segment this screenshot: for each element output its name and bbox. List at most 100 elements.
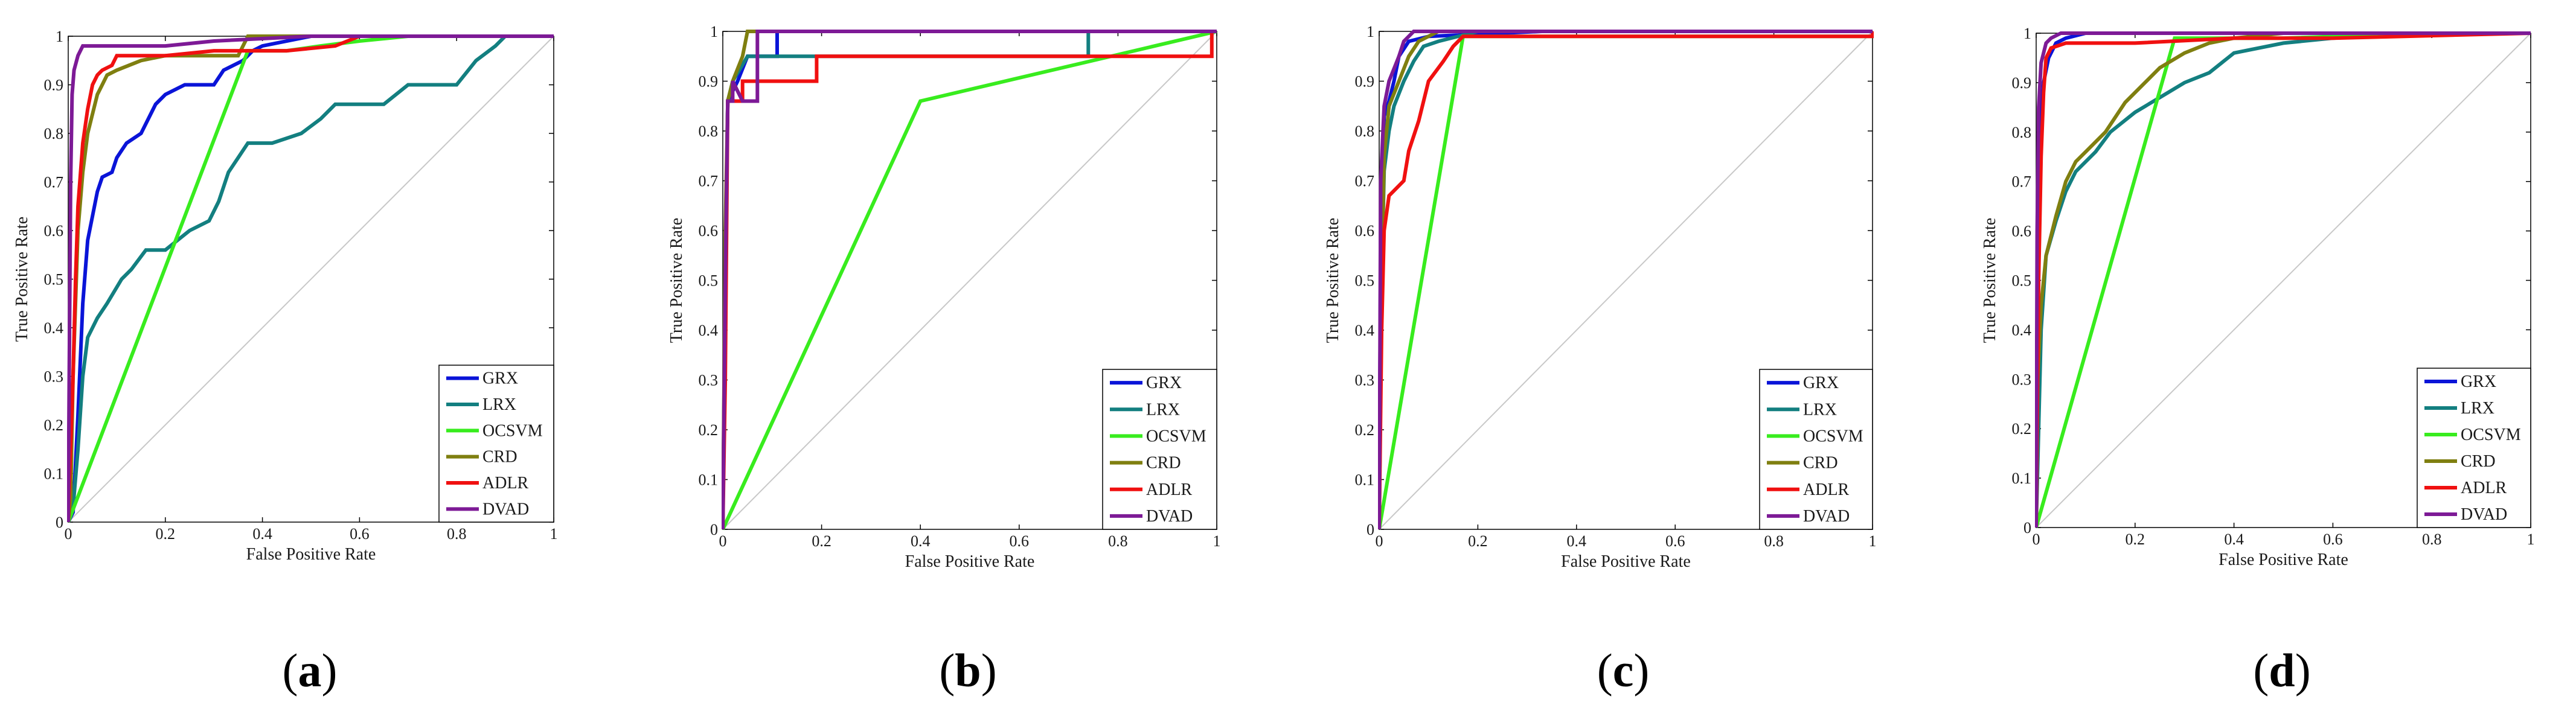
panel-c-chance-diagonal [1379,31,1873,530]
panel-a-ytick-label: 0 [56,514,63,531]
panel-d-ytick-label: 0.5 [2012,272,2032,290]
panel-c-xtick-label: 0.2 [1468,532,1488,550]
panel-b-ytick-label: 0.1 [699,471,719,489]
panel-d-ytick-label: 0.3 [2012,371,2032,388]
panel-a-legend-label-crd: CRD [482,448,517,467]
panel-d-xtick-label: 0.4 [2224,531,2244,548]
panel-a-legend-label-ocsvm: OCSVM [482,421,543,440]
panel-c-ytick-label: 0 [1366,521,1374,538]
panel-c-series-adlr [1378,31,1874,530]
panel-a-legend-label-adlr: ADLR [482,474,529,493]
panel-b-ytick-label: 1 [710,23,718,40]
panel-c-series-dvad [1378,30,1873,530]
panel-b-ytick-label: 0.4 [699,322,719,339]
panel-d-xtick-label: 1 [2527,531,2535,548]
panel-b-legend-label-dvad: DVAD [1146,507,1193,526]
panel-b-legend-label-crd: CRD [1146,454,1181,473]
panel-d-chance-diagonal [2036,33,2531,528]
panel-b-ytick-label: 0.3 [699,372,719,389]
panel-d-legend-label-adlr: ADLR [2461,479,2507,497]
panel-c-legend-label-grx: GRX [1803,374,1839,392]
panel-b-xtick-label: 0.6 [1010,532,1030,550]
panel-a-xtick-label: 0.2 [156,525,176,543]
panel-d-series-crd [2035,31,2531,528]
panel-b-ytick-label: 0.7 [699,173,719,190]
panel-b-plot: 0 0.2 0.4 0.6 0.8 1 0 0.1 0.2 0.3 0.4 0.5 0.6 0.7 0.8 0… [667,23,1221,571]
panel-d-legend-label-dvad: DVAD [2461,505,2507,524]
panel-c-ytick-label: 0.9 [1355,73,1375,91]
panel-c-ytick-label: 0.2 [1355,421,1375,439]
panel-c-ytick-label: 0.7 [1355,173,1375,190]
panel-a-xtick-label: 1 [550,525,558,543]
panel-a-xtick-label: 0.4 [252,525,272,543]
panel-c-legend-label-crd: CRD [1803,454,1838,473]
panel-c-y-axis-label: True Positive Rate [1324,218,1342,343]
panel-d: 0 0.2 0.4 0.6 0.8 1 0 0.1 0.2 0.3 0.4 0.5 0.6 0.7 0.8 0… [1981,25,2535,697]
panel-b-xtick-label: 1 [1213,532,1221,550]
panel-a: 0 0.2 0.4 0.6 0.8 1 0 0.1 0.2 0.3 0.4 0.5 0.6 0.7 0.8 0… [13,28,558,697]
panel-a-legend-box [438,365,554,523]
panel-d-series-group [2035,31,2531,528]
panel-b-legend-box [1102,369,1217,530]
panel-d-y-axis-label: True Positive Rate [1981,218,1999,343]
panel-d-legend-label-grx: GRX [2461,372,2496,391]
panel-d-ytick-label: 0.4 [2012,321,2032,339]
panel-a-series-lrx [67,34,554,523]
panel-b-xtick-label: 0.4 [911,532,931,550]
panel-b-series-group [722,30,1217,531]
panel-d-xtick-label: 0.6 [2323,531,2343,548]
panel-c-xtick-label: 1 [1869,532,1877,550]
panel-a-ytick-label: 0.1 [44,465,64,483]
panel-c-legend-label-adlr: ADLR [1803,480,1850,499]
panel-a-series-group [67,34,554,523]
panel-b-series-dvad [722,30,1217,530]
panel-b-caption: (b) [939,644,996,697]
panel-b-xtick-label: 0.8 [1108,532,1128,550]
panel-a-ytick-label: 0.7 [44,174,64,191]
panel-a-chance-diagonal [68,36,554,523]
panel-d-xtick-label: 0.8 [2422,531,2442,548]
panel-d-legend-label-crd: CRD [2461,452,2496,471]
panel-a-xtick-label: 0.6 [350,525,370,543]
panel-b-ytick-label: 0.8 [699,123,719,140]
panel-d-legend-box [2417,368,2531,528]
panel-b-legend-label-ocsvm: OCSVM [1146,427,1206,445]
panel-a-ytick-label: 0.4 [44,319,64,337]
panel-a-series-dvad [67,34,554,523]
panel-d-ytick-label: 0.9 [2012,74,2032,92]
panel-b-legend-label-grx: GRX [1146,374,1182,392]
panel-d-ytick-label: 0.8 [2012,124,2032,141]
panel-b-chance-diagonal [722,31,1217,530]
panel-c-ytick-label: 0.5 [1355,272,1375,290]
panel-a-series-adlr [67,34,554,523]
panel-b-ytick-label: 0 [710,521,718,538]
panel-a-caption: (a) [283,644,338,697]
panel-c-xtick-label: 0.8 [1764,532,1784,550]
panel-c-ytick-label: 0.1 [1355,471,1375,489]
panel-b-xtick-label: 0 [719,532,727,550]
panel-b-ytick-label: 0.5 [699,272,719,290]
panel-a-xtick-label: 0.8 [447,525,467,543]
panel-a-ytick-label: 0.9 [44,77,64,94]
panel-a-ytick-label: 1 [56,28,63,45]
panel-c-xtick-label: 0.4 [1567,532,1587,550]
panel-d-xtick-label: 0.2 [2126,531,2145,548]
panel-c-x-axis-label: False Positive Rate [1561,552,1691,571]
panel-b-ytick-label: 0.6 [699,222,719,240]
panel-d-legend-label-lrx: LRX [2461,399,2494,418]
panel-c-xtick-label: 0 [1376,532,1383,550]
panel-b-legend-label-adlr: ADLR [1146,480,1193,499]
panel-a-ytick-label: 0.6 [44,222,64,240]
panel-d-legend-label-ocsvm: OCSVM [2461,426,2521,444]
panel-a-ytick-label: 0.5 [44,271,64,289]
panel-d-ytick-label: 0 [2023,519,2031,537]
panel-c-legend-box [1759,369,1873,530]
panel-a-legend-label-dvad: DVAD [482,500,529,518]
panel-a-legend-label-grx: GRX [482,369,518,388]
panel-c: 0 0.2 0.4 0.6 0.8 1 0 0.1 0.2 0.3 0.4 0.5 0.6 0.7 0.8 0… [1324,23,1877,697]
panel-d-plot: 0 0.2 0.4 0.6 0.8 1 0 0.1 0.2 0.3 0.4 0.5 0.6 0.7 0.8 0… [1981,25,2535,569]
panel-d-caption: (d) [2253,644,2310,697]
panel-d-series-dvad [2035,31,2531,528]
panel-a-ytick-label: 0.3 [44,368,64,386]
